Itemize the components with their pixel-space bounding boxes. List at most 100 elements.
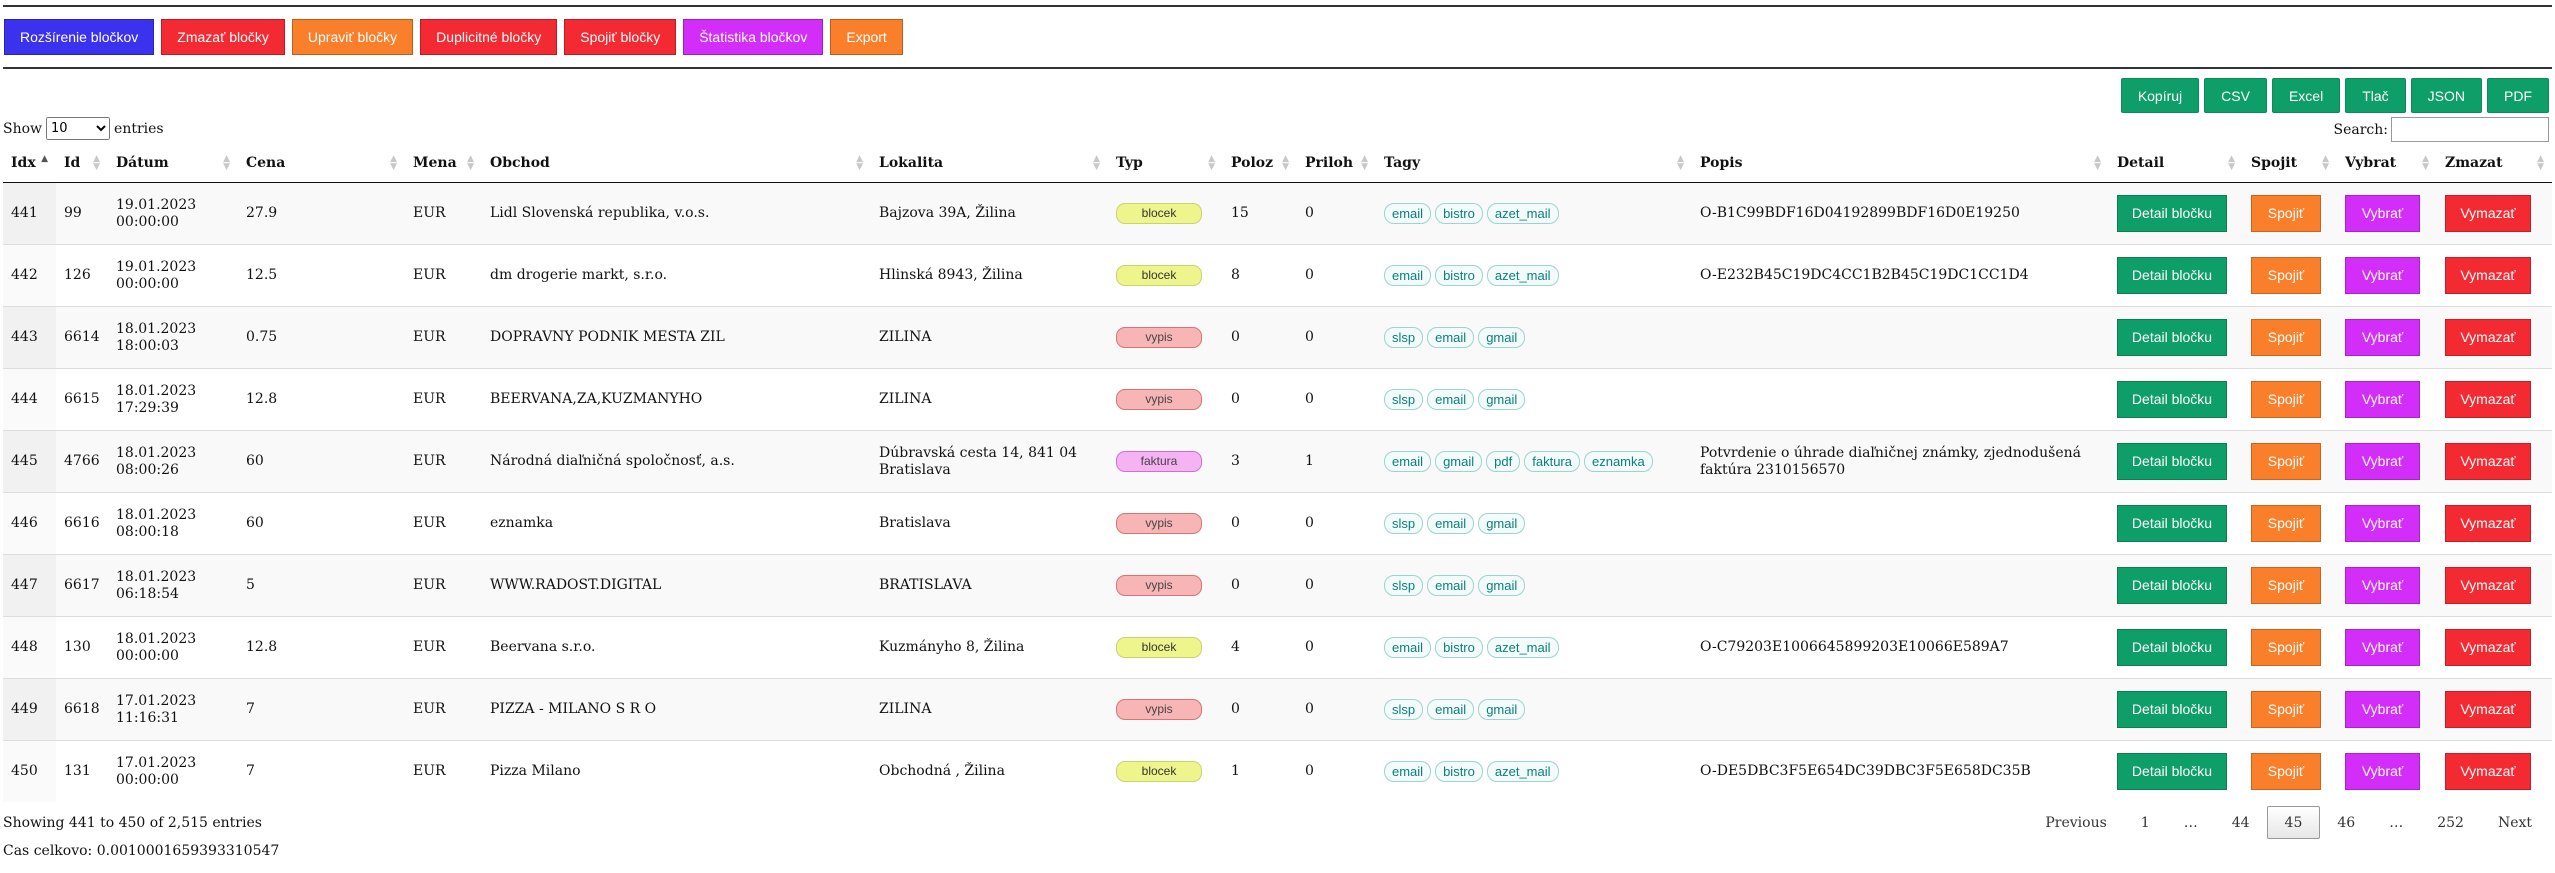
detail-button[interactable]: Detail bločku [2117, 567, 2227, 604]
spojit-button[interactable]: Spojiť [2251, 381, 2321, 418]
cell-tagy: slsp email gmail [1376, 678, 1692, 741]
column-header-label: Mena [413, 155, 457, 171]
export-button[interactable]: Export [830, 19, 903, 55]
column-header-label: Spojit [2251, 155, 2298, 171]
detail-button[interactable]: Detail bločku [2117, 443, 2227, 480]
next-page-button[interactable]: Next [2497, 814, 2532, 831]
export-csv-button[interactable]: CSV [2204, 78, 2267, 113]
column-header-zmazat[interactable]: Zmazat ▲ ▼ [2437, 144, 2552, 183]
page-length-select[interactable]: 10 [46, 117, 111, 140]
cell-vymazat: Vymazať [2437, 430, 2552, 493]
vybrat-button[interactable]: Vybrať [2345, 195, 2420, 232]
detail-button[interactable]: Detail bločku [2117, 691, 2227, 728]
spojit-button[interactable]: Spojiť [2251, 257, 2321, 294]
vymazat-button[interactable]: Vymazať [2445, 505, 2531, 542]
spojit-button[interactable]: Spojiť [2251, 443, 2321, 480]
vybrat-button[interactable]: Vybrať [2345, 319, 2420, 356]
vybrat-button[interactable]: Vybrať [2345, 381, 2420, 418]
column-header-cena[interactable]: Cena ▲ ▼ [238, 144, 405, 183]
export-pdf-button[interactable]: PDF [2487, 78, 2549, 113]
vymazat-button[interactable]: Vymazať [2445, 381, 2531, 418]
export-excel-button[interactable]: Excel [2271, 78, 2341, 113]
cell-obchod: PIZZA - MILANO S R O [482, 678, 871, 741]
previous-page-button[interactable]: Previous [2045, 814, 2107, 831]
column-header-detail[interactable]: Detail ▲ ▼ [2109, 144, 2243, 183]
sort-icon: ▲▼ [223, 154, 230, 172]
vymazat-button[interactable]: Vymazať [2445, 629, 2531, 666]
column-header-idx[interactable]: Idx ▲▼ [3, 144, 56, 183]
column-header-datum[interactable]: Dátum ▲ ▼ [108, 144, 238, 183]
detail-button[interactable]: Detail bločku [2117, 381, 2227, 418]
column-header-vybrat[interactable]: Vybrat ▲ ▼ [2337, 144, 2437, 183]
column-header-id[interactable]: Id ▲ ▼ [56, 144, 108, 183]
detail-button[interactable]: Detail bločku [2117, 753, 2227, 790]
vybrat-button[interactable]: Vybrať [2345, 567, 2420, 604]
upravit-blocky-button[interactable]: Upraviť bločky [291, 19, 414, 55]
vybrat-button[interactable]: Vybrať [2345, 753, 2420, 790]
vymazat-button[interactable]: Vymazať [2445, 567, 2531, 604]
column-header-popis[interactable]: Popis ▲ ▼ [1692, 144, 2109, 183]
vybrat-button[interactable]: Vybrať [2345, 691, 2420, 728]
export-kopiruj-button[interactable]: Kopíruj [2120, 78, 2200, 113]
page-45-button[interactable]: 45 [2266, 806, 2321, 839]
column-header-mena[interactable]: Mena ▲ ▼ [405, 144, 482, 183]
vymazat-button[interactable]: Vymazať [2445, 691, 2531, 728]
vybrat-button[interactable]: Vybrať [2345, 629, 2420, 666]
page-252-button[interactable]: 252 [2437, 814, 2464, 831]
page-1-button[interactable]: 1 [2140, 814, 2150, 831]
statistika-blockov-button[interactable]: Štatistika bločkov [683, 19, 824, 55]
vybrat-button[interactable]: Vybrať [2345, 443, 2420, 480]
table-row: 446 6616 18.01.2023 08:00:18 60 EUR eznamka Bra… [3, 492, 2552, 555]
detail-button[interactable]: Detail bločku [2117, 505, 2227, 542]
spojit-blocky-button[interactable]: Spojiť bločky [564, 19, 677, 55]
date-text: 18.01.2023 [116, 382, 197, 399]
spojit-button[interactable]: Spojiť [2251, 629, 2321, 666]
export-tlac-button[interactable]: Tlač [2345, 78, 2406, 113]
page-46-button[interactable]: 46 [2337, 814, 2356, 831]
spojit-button[interactable]: Spojiť [2251, 195, 2321, 232]
spojit-button[interactable]: Spojiť [2251, 691, 2321, 728]
vymazat-button[interactable]: Vymazať [2445, 257, 2531, 294]
cell-tagy: email bistro azet_mail [1376, 244, 1692, 307]
cell-tagy: email bistro azet_mail [1376, 616, 1692, 679]
spojit-button[interactable]: Spojiť [2251, 505, 2321, 542]
rozsirenie-blockov-button[interactable]: Rozšírenie bločkov [4, 19, 155, 55]
column-header-lokalita[interactable]: Lokalita ▲ ▼ [871, 144, 1108, 183]
column-header-spojit[interactable]: Spojit ▲ ▼ [2243, 144, 2337, 183]
column-header-poloz[interactable]: Poloz ▲ ▼ [1223, 144, 1297, 183]
cell-cena: 60 [238, 430, 405, 493]
column-header-typ[interactable]: Typ ▲ ▼ [1108, 144, 1223, 183]
spojit-button[interactable]: Spojiť [2251, 567, 2321, 604]
vybrat-button[interactable]: Vybrať [2345, 505, 2420, 542]
cell-spojit: Spojiť [2243, 430, 2337, 493]
cell-popis [1692, 368, 2109, 431]
cell-obchod: Národná diaľničná spoločnosť, a.s. [482, 430, 871, 493]
time-text: 17:29:39 [116, 399, 179, 416]
vymazat-button[interactable]: Vymazať [2445, 195, 2531, 232]
cell-vymazat: Vymazať [2437, 554, 2552, 617]
detail-button[interactable]: Detail bločku [2117, 319, 2227, 356]
pagination-ellipsis: … [2389, 814, 2404, 831]
export-json-button[interactable]: JSON [2410, 78, 2482, 113]
cell-lokalita: ZILINA [871, 306, 1108, 369]
time-text: 00:00:00 [116, 647, 179, 664]
column-header-obchod[interactable]: Obchod ▲ ▼ [482, 144, 871, 183]
search-input[interactable] [2391, 117, 2549, 142]
spojit-button[interactable]: Spojiť [2251, 319, 2321, 356]
spojit-button[interactable]: Spojiť [2251, 753, 2321, 790]
vymazat-button[interactable]: Vymazať [2445, 753, 2531, 790]
vymazat-button[interactable]: Vymazať [2445, 319, 2531, 356]
vymazat-button[interactable]: Vymazať [2445, 443, 2531, 480]
vybrat-button[interactable]: Vybrať [2345, 257, 2420, 294]
cell-mena: EUR [405, 492, 482, 555]
detail-button[interactable]: Detail bločku [2117, 257, 2227, 294]
detail-button[interactable]: Detail bločku [2117, 195, 2227, 232]
type-badge: blocek [1116, 203, 1202, 224]
duplicitne-blocky-button[interactable]: Duplicitné bločky [420, 19, 558, 55]
column-header-priloh[interactable]: Priloh ▲ ▼ [1297, 144, 1376, 183]
column-header-tagy[interactable]: Tagy ▲ ▼ [1376, 144, 1692, 183]
page-44-button[interactable]: 44 [2231, 814, 2250, 831]
cell-obchod: Pizza Milano [482, 740, 871, 802]
detail-button[interactable]: Detail bločku [2117, 629, 2227, 666]
zmazat-blocky-button[interactable]: Zmazať bločky [161, 19, 285, 55]
